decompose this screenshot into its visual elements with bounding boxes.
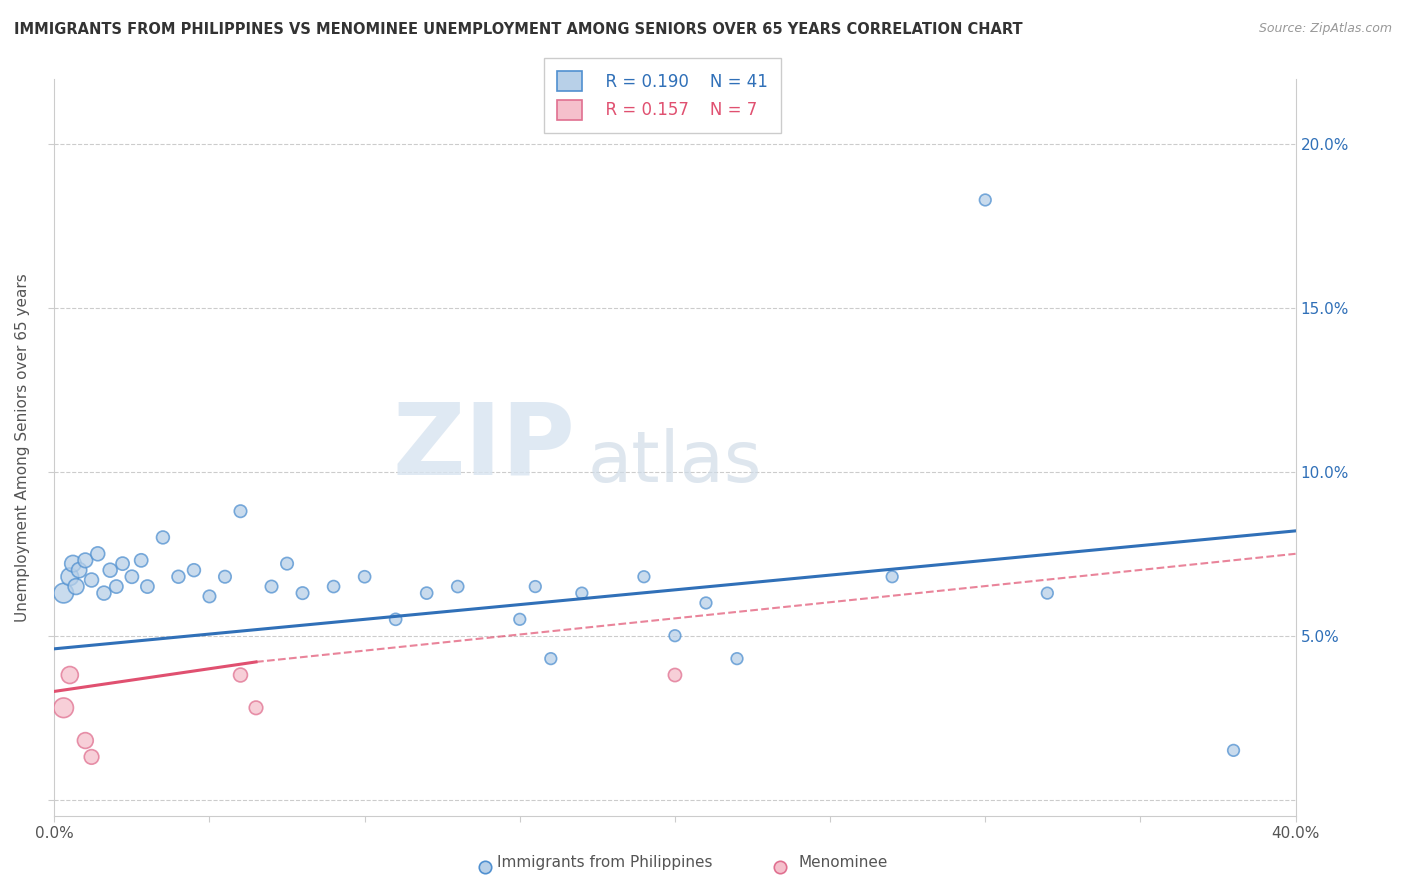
Text: ZIP: ZIP — [392, 399, 575, 496]
Point — [93, 586, 115, 600]
Point — [276, 557, 298, 571]
Point — [1036, 586, 1059, 600]
Point — [474, 860, 496, 874]
Point — [65, 580, 87, 594]
Point — [322, 580, 344, 594]
Point — [52, 700, 75, 714]
Point — [121, 570, 143, 584]
Point — [67, 563, 90, 577]
Point — [664, 668, 686, 682]
Text: atlas: atlas — [588, 427, 762, 497]
Point — [1222, 743, 1244, 757]
Point — [664, 629, 686, 643]
Point — [633, 570, 655, 584]
Point — [291, 586, 314, 600]
Point — [245, 700, 267, 714]
Point — [75, 553, 97, 567]
Text: Menominee: Menominee — [799, 855, 889, 870]
Point — [769, 860, 792, 874]
Point — [167, 570, 190, 584]
Point — [571, 586, 593, 600]
Point — [509, 612, 531, 626]
Point — [229, 668, 252, 682]
Point — [695, 596, 717, 610]
Point — [198, 590, 221, 604]
Point — [152, 530, 174, 544]
Point — [353, 570, 375, 584]
Point — [415, 586, 437, 600]
Point — [87, 547, 110, 561]
Y-axis label: Unemployment Among Seniors over 65 years: Unemployment Among Seniors over 65 years — [15, 273, 30, 622]
Point — [214, 570, 236, 584]
Point — [384, 612, 406, 626]
Point — [59, 570, 82, 584]
Point — [105, 580, 128, 594]
Text: Source: ZipAtlas.com: Source: ZipAtlas.com — [1258, 22, 1392, 36]
Text: IMMIGRANTS FROM PHILIPPINES VS MENOMINEE UNEMPLOYMENT AMONG SENIORS OVER 65 YEAR: IMMIGRANTS FROM PHILIPPINES VS MENOMINEE… — [14, 22, 1022, 37]
Point — [183, 563, 205, 577]
Point — [447, 580, 470, 594]
Point — [974, 193, 997, 207]
Point — [111, 557, 134, 571]
Point — [98, 563, 121, 577]
Point — [75, 733, 97, 747]
Point — [540, 651, 562, 665]
Point — [229, 504, 252, 518]
Point — [882, 570, 904, 584]
Text: Immigrants from Philippines: Immigrants from Philippines — [496, 855, 713, 870]
Point — [59, 668, 82, 682]
Point — [725, 651, 748, 665]
Point — [52, 586, 75, 600]
Legend:   R = 0.190    N = 41,   R = 0.157    N = 7: R = 0.190 N = 41, R = 0.157 N = 7 — [544, 58, 782, 133]
Point — [129, 553, 152, 567]
Point — [260, 580, 283, 594]
Point — [62, 557, 84, 571]
Point — [80, 573, 103, 587]
Point — [136, 580, 159, 594]
Point — [524, 580, 547, 594]
Point — [80, 750, 103, 764]
